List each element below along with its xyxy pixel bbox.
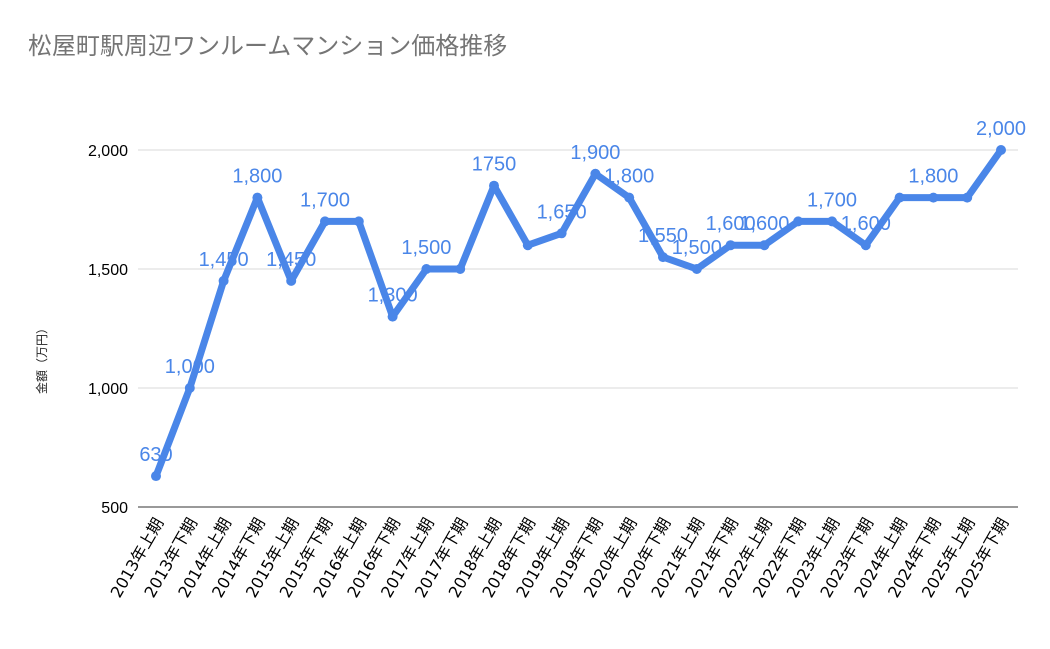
data-label: 1,600 bbox=[706, 213, 756, 235]
data-point bbox=[759, 240, 770, 251]
data-label: 1,800 bbox=[908, 166, 958, 188]
data-point bbox=[489, 180, 499, 191]
data-point bbox=[928, 192, 939, 203]
y-tick-label: 1,500 bbox=[88, 262, 128, 279]
y-axis-ticks: 500 1,000 1,500 2,000 bbox=[88, 143, 128, 517]
data-labels: 630 1,000 1,450 1,800 1,450 1,700 1,300 1,500 17… bbox=[139, 118, 1026, 466]
data-point bbox=[353, 216, 364, 227]
data-label: 1,550 bbox=[638, 225, 688, 247]
data-label: 1,800 bbox=[604, 166, 654, 188]
data-point bbox=[996, 145, 1006, 155]
data-point bbox=[894, 192, 905, 203]
data-label: 2,000 bbox=[976, 118, 1026, 140]
data-label: 1,500 bbox=[672, 237, 722, 259]
y-tick-label: 500 bbox=[101, 500, 128, 517]
data-point bbox=[624, 192, 635, 203]
data-point bbox=[455, 264, 466, 274]
data-point bbox=[658, 252, 668, 263]
data-label: 1,900 bbox=[570, 142, 620, 164]
chart-title: 松屋町駅周辺ワンルームマンション価格推移 bbox=[28, 32, 508, 60]
data-point bbox=[387, 311, 398, 322]
data-label: 1,600 bbox=[739, 213, 789, 235]
x-axis-ticks: 2013年上期2013年下期2014年上期2014年下期2015年上期2015年… bbox=[107, 515, 1013, 601]
data-point bbox=[286, 275, 297, 286]
data-point bbox=[827, 216, 837, 227]
data-point bbox=[860, 240, 871, 251]
data-point bbox=[793, 216, 804, 227]
data-point bbox=[522, 240, 533, 251]
data-label: 1,500 bbox=[401, 237, 451, 259]
data-points bbox=[151, 145, 1006, 482]
data-label: 1,700 bbox=[300, 189, 350, 211]
data-point bbox=[556, 228, 567, 239]
series-line bbox=[152, 146, 1005, 480]
y-tick-label: 2,000 bbox=[88, 143, 128, 160]
data-label: 630 bbox=[139, 444, 172, 466]
series-line-path bbox=[152, 146, 1005, 480]
data-label: 1,650 bbox=[537, 201, 587, 223]
data-label: 1,000 bbox=[165, 356, 215, 378]
data-label: 1,450 bbox=[199, 249, 249, 271]
data-point bbox=[590, 168, 601, 179]
y-tick-label: 1,000 bbox=[88, 381, 128, 398]
data-point bbox=[691, 264, 702, 274]
data-label: 1,600 bbox=[841, 213, 891, 235]
data-label: 1,450 bbox=[266, 249, 316, 271]
data-point bbox=[320, 216, 330, 227]
data-point bbox=[421, 264, 432, 274]
data-point bbox=[151, 471, 161, 482]
data-point bbox=[252, 192, 263, 203]
data-label: 1,700 bbox=[807, 189, 857, 211]
data-label: 1,300 bbox=[368, 285, 418, 307]
data-point bbox=[725, 240, 736, 251]
data-label: 1,800 bbox=[232, 166, 282, 188]
data-point bbox=[962, 192, 973, 203]
data-point bbox=[218, 275, 229, 286]
data-label: 1750 bbox=[472, 154, 517, 176]
y-axis-label: 金額（万円） bbox=[34, 322, 49, 394]
data-point bbox=[184, 383, 195, 393]
